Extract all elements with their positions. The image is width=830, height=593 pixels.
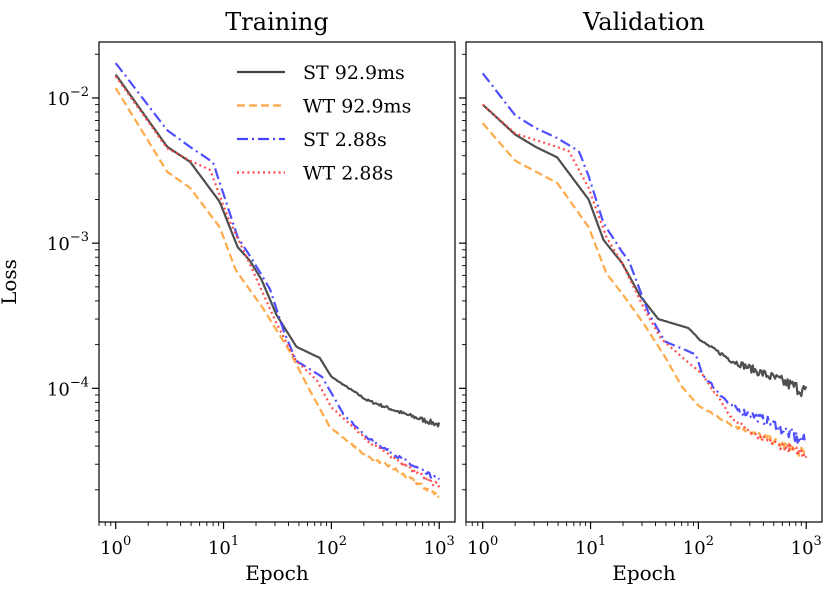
y-tick-label: 10−3 <box>47 230 89 255</box>
legend-item: ST 92.9ms <box>237 62 405 84</box>
y-axis-label: Loss <box>0 259 21 305</box>
x-tick-label: 102 <box>316 534 347 559</box>
y-tick-label: 10−4 <box>47 375 89 400</box>
axes-frame <box>465 41 823 523</box>
series-wt-92-9ms <box>481 122 808 458</box>
series-st-92-9ms <box>114 73 441 428</box>
legend-label: ST 2.88s <box>303 129 387 151</box>
legend-item: WT 92.9ms <box>237 96 411 118</box>
axes-frame <box>98 41 456 523</box>
series-wt-92-9ms <box>114 87 440 499</box>
x-tick-label: 102 <box>683 534 714 559</box>
legend-item: ST 2.88s <box>237 129 387 151</box>
panel-title: Validation <box>582 8 705 36</box>
series-wt-2-88s <box>481 103 808 460</box>
x-tick-label: 103 <box>791 534 822 559</box>
legend-item: WT 2.88s <box>237 163 393 185</box>
validation-panel: Validation Epoch 100 101 102 103 <box>459 8 823 585</box>
training-panel: Training Epoch 100 101 102 103 10−2 10−3 10−4 <box>47 8 456 585</box>
panel-title: Training <box>225 8 328 36</box>
series-wt-2-88s <box>114 75 441 489</box>
x-axis-label: Epoch <box>245 561 309 585</box>
legend-label: WT 92.9ms <box>303 96 411 118</box>
series-st-92-9ms <box>481 103 808 398</box>
legend-label: ST 92.9ms <box>303 62 405 84</box>
legend: ST 92.9ms WT 92.9ms ST 2.88s WT 2.88s <box>237 62 411 185</box>
x-tick-label: 101 <box>208 534 239 559</box>
series-st-2-88s <box>114 62 441 481</box>
legend-label: WT 2.88s <box>303 163 393 185</box>
y-tick-label: 10−2 <box>47 85 89 110</box>
x-tick-label: 101 <box>575 534 606 559</box>
series-st-2-88s <box>481 72 807 445</box>
x-tick-label: 103 <box>424 534 455 559</box>
x-tick-label: 100 <box>100 534 131 559</box>
x-tick-label: 100 <box>467 534 498 559</box>
x-axis-label: Epoch <box>612 561 676 585</box>
